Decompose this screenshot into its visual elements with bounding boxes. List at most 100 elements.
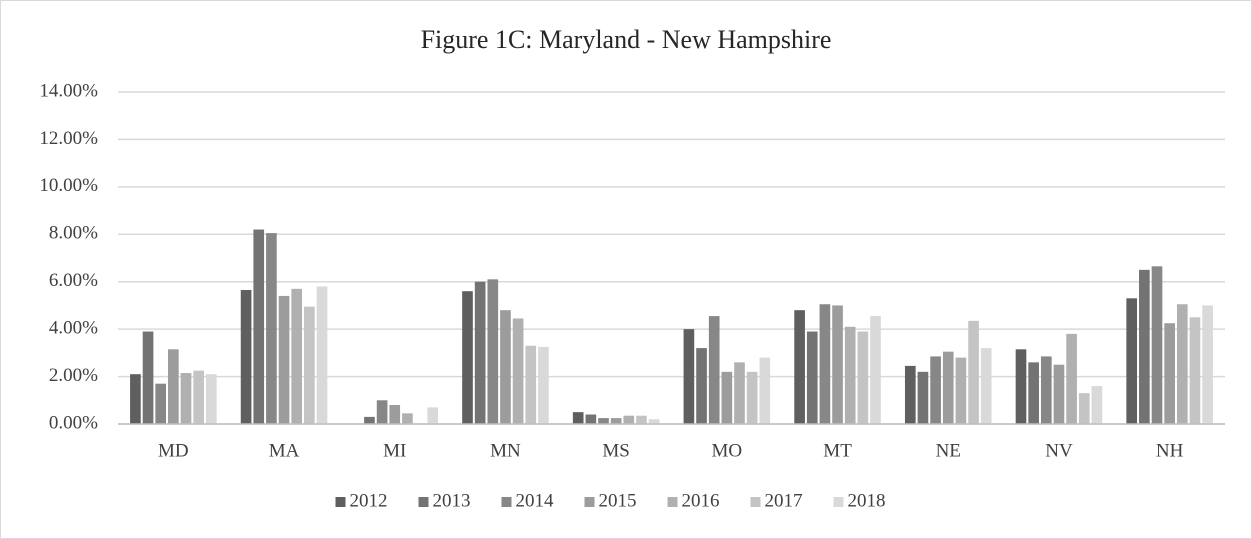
bar xyxy=(376,400,388,424)
x-tick-label: NH xyxy=(1156,440,1184,461)
bar xyxy=(734,362,745,424)
bar xyxy=(304,306,315,424)
bar xyxy=(870,316,881,424)
legend-swatch xyxy=(501,497,512,507)
bar xyxy=(610,418,622,424)
y-tick-label: 14.00% xyxy=(39,80,98,101)
bar xyxy=(572,412,584,424)
bar xyxy=(1151,266,1163,424)
bar xyxy=(696,348,707,424)
bar xyxy=(1202,305,1213,424)
legend-swatch xyxy=(335,497,346,507)
x-tick-label: NV xyxy=(1045,440,1073,461)
bar xyxy=(708,316,720,424)
bar xyxy=(364,416,375,424)
legend-label: 2016 xyxy=(682,490,720,511)
bar xyxy=(930,356,941,424)
bar xyxy=(142,331,154,424)
x-tick-label: MN xyxy=(490,440,521,461)
bar xyxy=(904,365,916,424)
y-tick-label: 4.00% xyxy=(49,318,98,339)
bar xyxy=(155,383,167,424)
x-tick-label: NE xyxy=(936,440,961,461)
x-tick-label: MS xyxy=(602,440,629,461)
x-tick-label: MA xyxy=(269,440,300,461)
bar xyxy=(794,310,805,424)
bar xyxy=(193,370,204,424)
legend-label: 2018 xyxy=(848,490,886,511)
bar xyxy=(130,374,141,424)
bar xyxy=(168,349,179,424)
bar xyxy=(240,290,252,424)
bar xyxy=(598,418,609,424)
bar xyxy=(819,304,831,424)
bar xyxy=(1053,364,1065,424)
bar xyxy=(512,318,524,424)
bar xyxy=(1164,323,1175,424)
bar xyxy=(462,291,473,424)
legend-label: 2017 xyxy=(765,490,803,511)
y-tick-label: 8.00% xyxy=(49,223,98,244)
bar xyxy=(1028,362,1039,424)
y-tick-label: 0.00% xyxy=(49,412,98,433)
bar xyxy=(1126,298,1138,424)
bar xyxy=(1066,333,1077,424)
bar xyxy=(585,414,597,424)
bar xyxy=(917,371,929,424)
legend-label: 2012 xyxy=(350,490,388,511)
chart-title: Figure 1C: Maryland - New Hampshire xyxy=(421,25,832,54)
bar xyxy=(253,229,265,424)
bar xyxy=(968,320,979,424)
legend-label: 2014 xyxy=(516,490,555,511)
bar xyxy=(759,357,771,424)
bar xyxy=(538,346,549,424)
bar xyxy=(1078,393,1090,424)
bar xyxy=(1189,317,1201,424)
legend-label: 2015 xyxy=(599,490,637,511)
bar xyxy=(278,295,290,424)
bar xyxy=(1040,356,1052,424)
legend-label: 2013 xyxy=(433,490,471,511)
bar xyxy=(180,373,192,424)
legend-swatch xyxy=(750,497,761,507)
bar xyxy=(832,305,843,424)
y-tick-label: 12.00% xyxy=(39,128,98,149)
bar xyxy=(955,357,967,424)
bar xyxy=(1015,349,1027,424)
bar xyxy=(806,331,818,424)
bar xyxy=(205,374,217,424)
bar xyxy=(636,415,647,424)
bar xyxy=(389,405,401,424)
bar xyxy=(487,279,499,424)
y-tick-label: 6.00% xyxy=(49,270,98,291)
y-tick-label: 10.00% xyxy=(39,175,98,196)
bar xyxy=(746,371,758,424)
legend-swatch xyxy=(418,497,429,507)
bar xyxy=(402,413,413,424)
bar xyxy=(1139,269,1150,424)
x-tick-label: MD xyxy=(158,440,189,461)
legend-swatch xyxy=(667,497,678,507)
x-tick-label: MT xyxy=(823,440,852,461)
bar xyxy=(1091,386,1103,424)
legend-swatch xyxy=(584,497,595,507)
bar xyxy=(623,415,635,424)
bar xyxy=(291,288,303,424)
y-tick-label: 2.00% xyxy=(49,365,98,386)
bar xyxy=(721,371,733,424)
bar xyxy=(980,348,992,424)
bar xyxy=(844,326,856,424)
bar xyxy=(525,345,537,424)
bar xyxy=(942,351,954,424)
bar xyxy=(1176,304,1188,424)
bar xyxy=(500,310,511,424)
x-tick-label: MO xyxy=(712,440,743,461)
bar xyxy=(474,281,486,424)
bar xyxy=(316,286,328,424)
bar xyxy=(427,407,439,424)
bar xyxy=(683,329,695,424)
bar xyxy=(857,331,869,424)
bar xyxy=(266,233,277,424)
x-tick-label: MI xyxy=(383,440,406,461)
